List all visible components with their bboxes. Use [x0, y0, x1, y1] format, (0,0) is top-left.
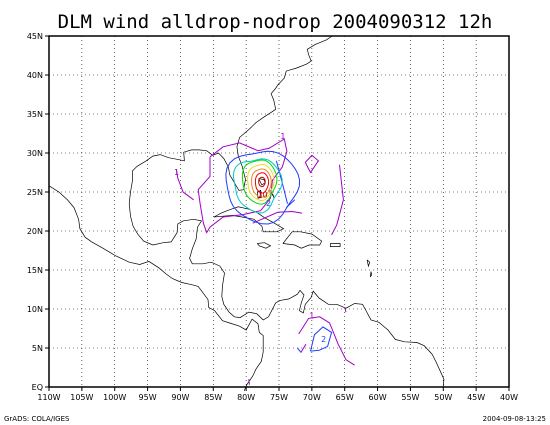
lat-label: 30N — [27, 149, 43, 158]
lat-label: 40N — [27, 71, 43, 80]
footer-timestamp: 2004-09-08-13:25 — [483, 415, 546, 423]
lon-label: 80W — [237, 393, 255, 402]
coastlines — [48, 35, 445, 392]
contour-line — [241, 159, 278, 205]
coastline — [366, 259, 371, 268]
lon-label: 55W — [401, 393, 419, 402]
lat-label: 25N — [27, 188, 43, 197]
lon-label: 50W — [434, 393, 452, 402]
lon-label: 100W — [103, 393, 126, 402]
contour-label: 2 — [266, 199, 271, 208]
lon-label: 60W — [369, 393, 387, 402]
coastline — [213, 206, 285, 233]
contour-line — [300, 343, 307, 353]
lat-label: 35N — [27, 110, 43, 119]
lon-label: 85W — [204, 393, 222, 402]
longitude-axis: 110W 105W 100W 95W 90W 85W 80W 75W 70W 65W 60W 55W 5… — [37, 387, 518, 402]
lon-label: 65W — [336, 393, 354, 402]
contour-line — [297, 347, 302, 354]
coastline — [329, 243, 341, 247]
contour-line — [250, 168, 272, 198]
contour-line — [197, 138, 288, 234]
lat-label: EQ — [32, 383, 43, 392]
coastline — [369, 271, 373, 278]
contour-line — [344, 307, 347, 313]
graticule — [49, 36, 509, 387]
lon-label: 40W — [500, 393, 518, 402]
contour-line — [248, 379, 250, 385]
contour-line — [225, 150, 301, 225]
coastline — [48, 185, 264, 392]
lon-label: 45W — [467, 393, 485, 402]
lat-label: 15N — [27, 266, 43, 275]
contour-line — [258, 176, 266, 188]
lat-label: 20N — [27, 227, 43, 236]
lat-label: 45N — [27, 32, 43, 41]
contour-line — [254, 172, 270, 194]
lon-label: 90W — [171, 393, 189, 402]
lat-label: 10N — [27, 305, 43, 314]
wind-difference-contours — [176, 138, 355, 385]
lon-label: 95W — [139, 393, 157, 402]
lat-label: 5N — [32, 344, 43, 353]
contour-line — [298, 316, 355, 366]
contour-line — [285, 199, 296, 208]
lon-label: 110W — [37, 393, 60, 402]
contour-line — [304, 154, 320, 174]
coastline — [282, 231, 323, 249]
lon-label: 70W — [303, 393, 321, 402]
contour-line — [232, 158, 283, 214]
map-title: DLM wind alldrop-nodrop 2004090312 12h — [58, 11, 493, 33]
contour-label: 1 — [174, 168, 179, 177]
contour-line — [310, 326, 333, 352]
footer-credit: GrADS: COLA/IGES — [4, 415, 70, 423]
lon-label: 105W — [70, 393, 93, 402]
contour-label: 1 — [280, 132, 285, 141]
latitude-axis: EQ 5N 10N 15N 20N 25N 30N 35N 40N 45N — [27, 32, 49, 392]
coastline — [257, 242, 272, 249]
coastline — [128, 35, 333, 321]
contour-line — [275, 160, 288, 204]
contour-line — [176, 170, 194, 201]
contour-line — [247, 163, 275, 201]
coastline — [275, 289, 445, 388]
contour-line — [252, 210, 303, 224]
contour-line — [331, 164, 344, 236]
lon-label: 75W — [270, 393, 288, 402]
contour-label: 10 — [257, 190, 267, 199]
contour-label: 1 — [309, 311, 314, 320]
contour-label: 2 — [321, 335, 326, 344]
